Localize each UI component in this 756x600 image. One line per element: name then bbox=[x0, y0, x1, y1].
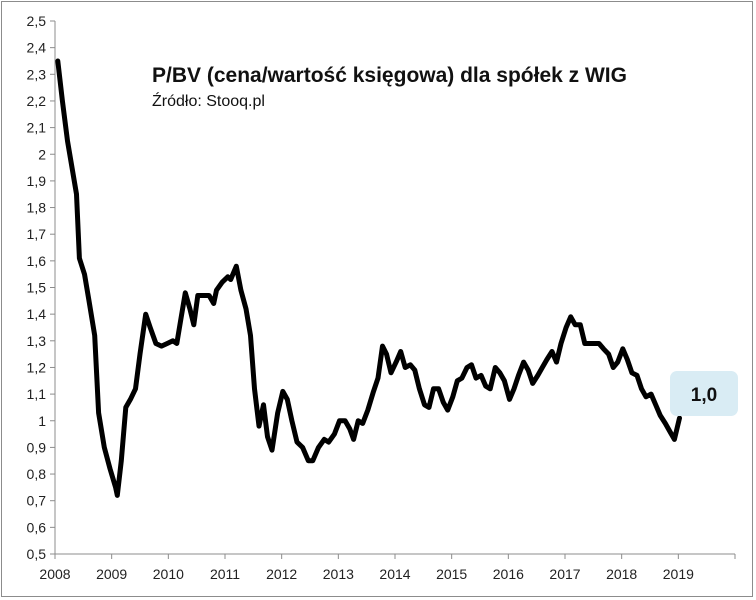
x-tick-label: 2017 bbox=[549, 566, 580, 582]
y-tick-label: 1,7 bbox=[27, 226, 47, 242]
y-tick-label: 0,9 bbox=[27, 439, 47, 455]
y-axis: 0,5 0,6 0,7 0,8 0,9 1 1,1 1,2 1,3 1,4 1,5 1,6 1,7 1,8… bbox=[27, 13, 56, 562]
y-tick-label: 1 bbox=[38, 413, 46, 429]
y-tick-label: 1,4 bbox=[27, 306, 47, 322]
x-tick-label: 2015 bbox=[436, 566, 467, 582]
x-axis: 2008 2009 2010 2011 2012 2013 2014 2015 2016 2017… bbox=[39, 553, 736, 582]
chart-subtitle: Źródło: Stooq.pl bbox=[152, 91, 265, 110]
y-tick-label: 0,7 bbox=[27, 493, 47, 509]
y-tick-label: 2 bbox=[38, 146, 46, 162]
y-tick-label: 1,3 bbox=[27, 333, 47, 349]
x-tick-label: 2014 bbox=[379, 566, 410, 582]
y-tick-label: 2,5 bbox=[27, 13, 47, 29]
series-line bbox=[55, 58, 682, 498]
x-tick-label: 2008 bbox=[39, 566, 70, 582]
x-tick-label: 2009 bbox=[96, 566, 127, 582]
y-tick-label: 2,1 bbox=[27, 120, 47, 136]
y-tick-label: 2,3 bbox=[27, 66, 47, 82]
y-tick-label: 1,1 bbox=[27, 386, 47, 402]
y-tick-label: 0,5 bbox=[27, 546, 47, 562]
callout-box bbox=[670, 371, 738, 416]
y-tick-label: 1,2 bbox=[27, 359, 47, 375]
x-tick-label: 2019 bbox=[663, 566, 694, 582]
callout-label: 1,0 bbox=[691, 385, 717, 406]
callout: 1,0 bbox=[670, 371, 738, 416]
x-tick-label: 2012 bbox=[266, 566, 297, 582]
x-tick-label: 2018 bbox=[606, 566, 637, 582]
x-tick-label: 2016 bbox=[493, 566, 524, 582]
y-tick-label: 1,9 bbox=[27, 173, 47, 189]
y-tick-label: 2,4 bbox=[27, 40, 47, 56]
x-tick-label: 2010 bbox=[153, 566, 184, 582]
y-tick-label: 1,6 bbox=[27, 253, 47, 269]
x-tick-label: 2011 bbox=[210, 566, 240, 582]
y-tick-label: 2,2 bbox=[27, 93, 47, 109]
x-tick-label: 2013 bbox=[323, 566, 354, 582]
y-tick-label: 1,8 bbox=[27, 200, 47, 216]
y-tick-label: 0,8 bbox=[27, 466, 47, 482]
chart-title: P/BV (cena/wartość księgowa) dla spółek … bbox=[152, 64, 627, 87]
series-group bbox=[55, 58, 682, 498]
y-tick-label: 0,6 bbox=[27, 519, 47, 535]
y-tick-label: 1,5 bbox=[27, 280, 47, 296]
